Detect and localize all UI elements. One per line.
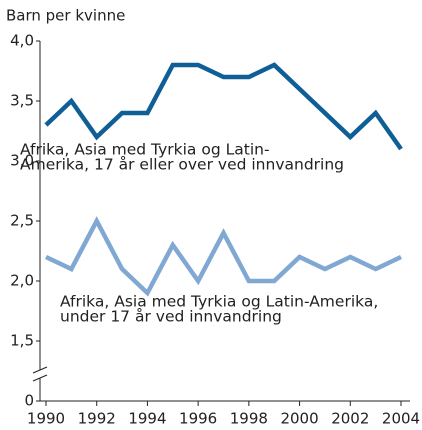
series-label: Amerika, 17 år eller over ved innvandrin…: [20, 156, 344, 174]
y-tick-label: 2,5: [10, 212, 34, 230]
x-tick-label: 2004: [382, 410, 420, 428]
x-tick-label: 1990: [27, 410, 65, 428]
y-tick-label: 3,0: [10, 152, 34, 170]
y-tick-label: 3,5: [10, 92, 34, 110]
y-tick-label: 1,5: [10, 332, 34, 350]
series-label: under 17 år ved innvandring: [60, 308, 282, 326]
y-tick-label: 4,0: [10, 32, 34, 50]
x-tick-label: 2002: [331, 410, 369, 428]
x-tick-label: 1992: [78, 410, 116, 428]
x-tick-label: 1996: [179, 410, 217, 428]
series-label: Afrika, Asia med Tyrkia og Latin-: [20, 141, 270, 159]
y-tick-label: 2,0: [10, 272, 34, 290]
axis-break-mark: [32, 366, 48, 374]
series-line: [44, 62, 403, 151]
x-tick-label: 2000: [280, 410, 318, 428]
series-label: Afrika, Asia med Tyrkia og Latin-Amerika…: [60, 293, 378, 311]
x-tick-label: 1998: [230, 410, 268, 428]
axis-break-mark: [32, 374, 48, 382]
series-line: [45, 216, 402, 297]
axis-break-gap: [34, 370, 46, 378]
y-tick-label: 0: [24, 392, 34, 410]
y-axis-label: Barn per kvinne: [6, 7, 125, 25]
x-tick-label: 1994: [128, 410, 166, 428]
